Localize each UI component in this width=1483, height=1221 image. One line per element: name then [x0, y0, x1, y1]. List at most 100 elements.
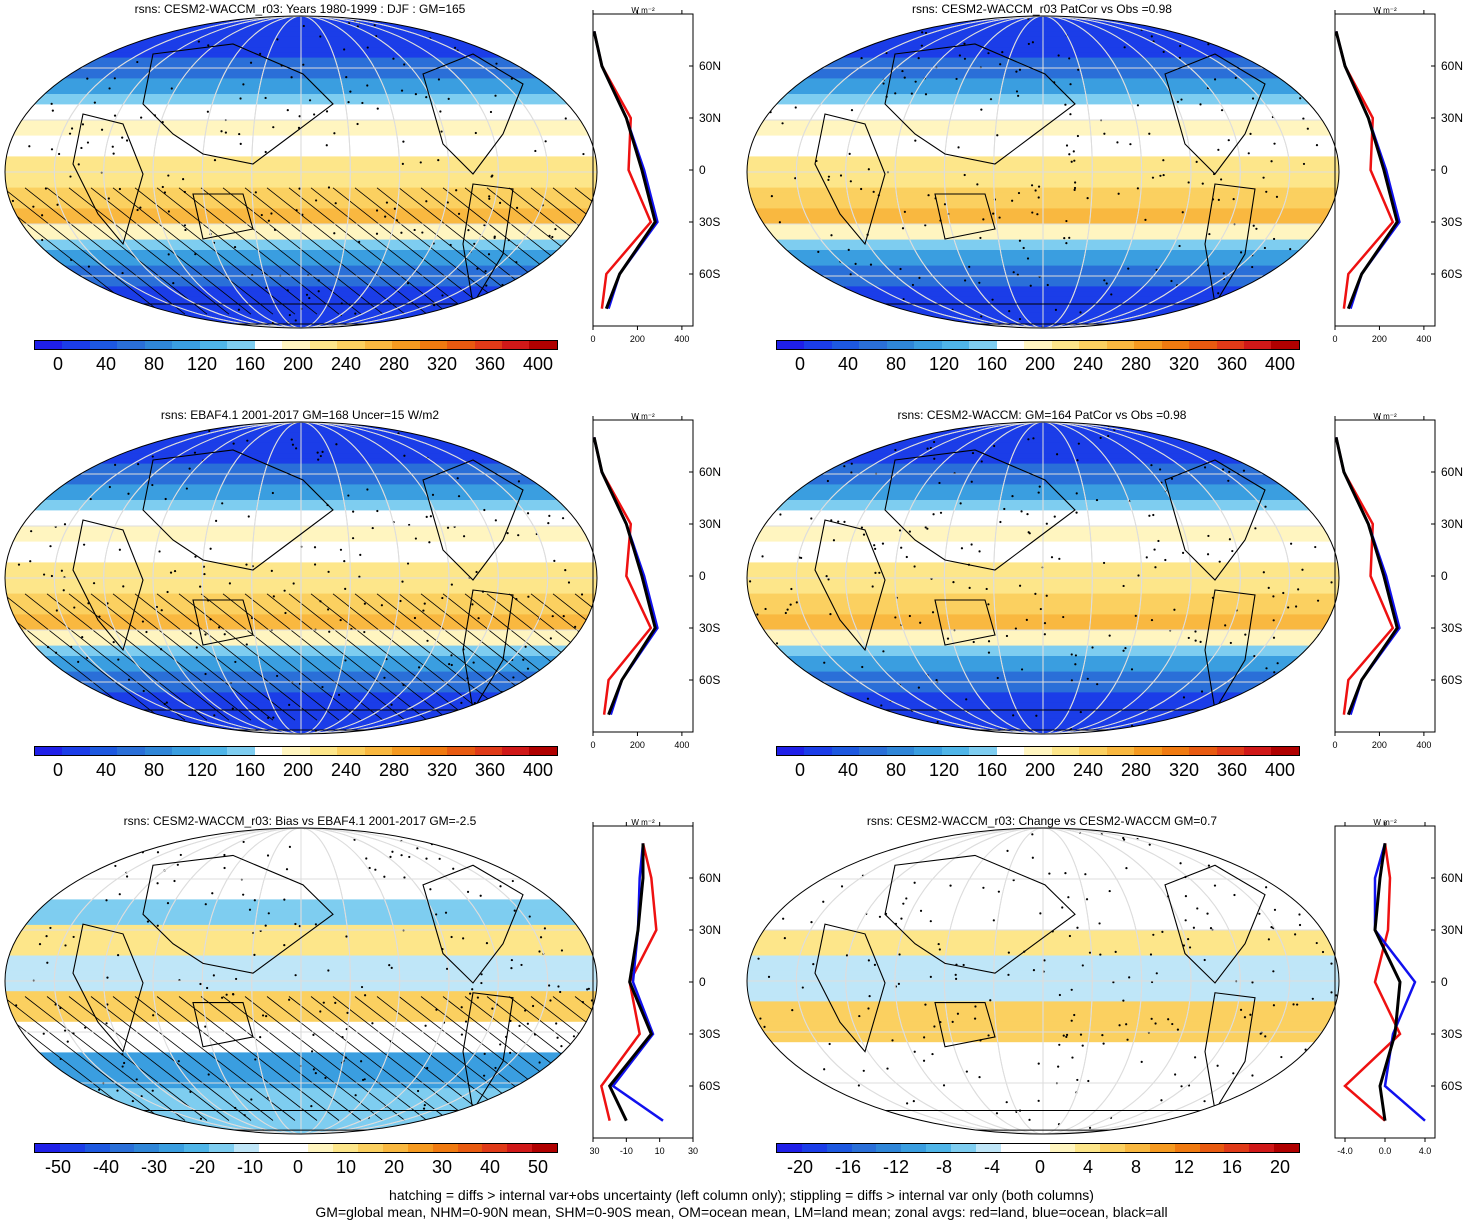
stipple-dot: [822, 900, 825, 903]
stipple-dot: [44, 187, 47, 190]
stipple-dot: [86, 141, 90, 144]
stipple-dot: [460, 1033, 463, 1036]
stipple-dot: [858, 1014, 861, 1018]
zonal-x-tick-label: 0: [1332, 740, 1337, 750]
stipple-dot: [1287, 606, 1290, 609]
stipple-dot: [1312, 444, 1316, 447]
stipple-dot: [73, 606, 76, 609]
stipple-dot: [794, 106, 797, 109]
stipple-dot: [560, 1045, 563, 1048]
stipple-dot: [414, 537, 417, 540]
stipple-dot: [1022, 246, 1025, 250]
stipple-dot: [1073, 186, 1077, 190]
stipple-dot: [551, 235, 554, 239]
stipple-dot: [1167, 1018, 1170, 1021]
stipple-dot: [1043, 959, 1046, 962]
stipple-dot: [827, 178, 830, 181]
zonal-x-tick-label: 400: [1416, 740, 1431, 750]
hatch-line: [5, 187, 164, 315]
stipple-dot: [1122, 836, 1125, 840]
stipple-dot: [498, 437, 501, 440]
zonal-x-tick-label: 400: [1416, 334, 1431, 344]
coastline: [72, 519, 144, 652]
stipple-dot: [566, 488, 569, 491]
stipple-dot: [172, 282, 175, 285]
stipple-dot: [302, 24, 305, 28]
zonal-lat-label: 0: [1441, 569, 1448, 583]
colorbar-swatch: [474, 341, 502, 349]
stipple-dot: [1264, 1035, 1267, 1038]
colorbar-tick-label: 80: [885, 354, 907, 374]
stipple-dot: [78, 459, 82, 462]
stipple-dot: [548, 984, 551, 987]
stipple-dot: [987, 1034, 990, 1037]
coastline: [422, 864, 524, 984]
stipple-dot: [499, 1120, 502, 1123]
stipple-dot: [999, 63, 1002, 66]
stipple-dot: [778, 221, 781, 224]
stipple-dot: [204, 672, 207, 676]
stipple-dot: [428, 541, 431, 544]
stipple-dot: [1016, 273, 1019, 276]
stipple-dot: [882, 430, 885, 433]
colorbar-swatch: [233, 1144, 259, 1152]
stipple-dot: [324, 1076, 327, 1080]
stipple-dot: [1081, 1044, 1084, 1047]
stipple-dot: [924, 93, 928, 96]
stipple-dot: [954, 973, 957, 976]
stipple-dot: [1061, 906, 1064, 909]
stipple-dot: [51, 109, 54, 112]
stipple-dot: [136, 1127, 139, 1131]
stipple-dot: [1188, 946, 1192, 949]
stipple-dot: [310, 1050, 314, 1053]
hatch-line: [244, 593, 406, 721]
stipple-dot: [1107, 434, 1110, 438]
stipple-dot: [1170, 279, 1173, 283]
stipple-dot: [267, 912, 270, 915]
stipple-dot: [517, 480, 521, 483]
stipple-dot: [1064, 103, 1067, 106]
stipple-dot: [559, 990, 562, 994]
stipple-dot: [1321, 90, 1324, 93]
stipple-dot: [764, 607, 767, 611]
stipple-dot: [446, 201, 449, 204]
stipple-dot: [426, 639, 429, 642]
stipple-dot: [1020, 510, 1023, 513]
stipple-dot: [30, 530, 33, 533]
stipple-dot: [152, 1014, 155, 1017]
stipple-dot: [363, 630, 366, 634]
stipple-dot: [1335, 994, 1338, 997]
stipple-dot: [1017, 94, 1020, 97]
stipple-dot: [401, 580, 404, 583]
stipple-dot: [88, 1113, 92, 1116]
stipple-dot: [112, 641, 115, 644]
stipple-dot: [923, 1036, 926, 1039]
stipple-dot: [1239, 1008, 1243, 1011]
stipple-dot: [179, 853, 182, 857]
stipple-dot: [167, 210, 170, 213]
stipple-dot: [92, 582, 96, 585]
stipple-dot: [1203, 466, 1207, 469]
stipple-dot: [1032, 969, 1036, 972]
stipple-dot: [483, 508, 486, 512]
stipple-dot: [191, 420, 193, 422]
stipple-dot: [87, 265, 91, 268]
stipple-dot: [314, 923, 317, 926]
stipple-dot: [247, 515, 250, 518]
stipple-dot: [1058, 993, 1061, 997]
stipple-dot: [499, 885, 502, 888]
stipple-dot: [1294, 933, 1297, 936]
stipple-dot: [579, 249, 582, 252]
stipple-dot: [1222, 272, 1225, 275]
stipple-dot: [66, 1040, 69, 1043]
stipple-dot: [926, 527, 929, 530]
stipple-dot: [450, 654, 453, 657]
zonal-lat-label: 0: [699, 975, 706, 989]
colorbar-swatch: [901, 1144, 927, 1152]
stipple-dot: [325, 110, 329, 113]
stipple-dot: [285, 868, 289, 871]
stipple-dot: [921, 31, 924, 34]
stipple-dot: [553, 443, 557, 446]
stipple-dot: [42, 573, 46, 576]
colorbar-tick-label: -4: [983, 1157, 1001, 1177]
